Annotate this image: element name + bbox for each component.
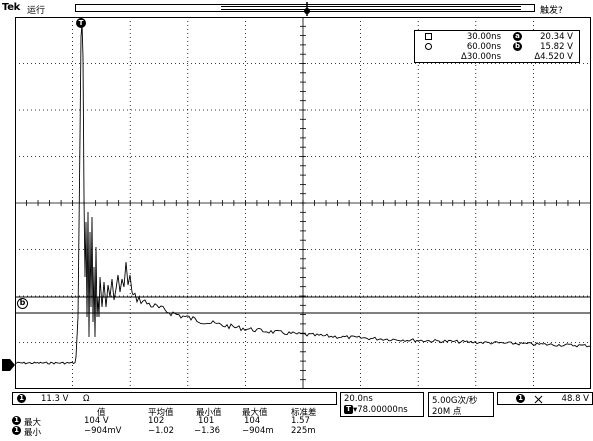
meas-value: 104 V [84, 416, 109, 426]
sample-rate: 5.00G次/秒 [432, 396, 478, 406]
status-bar: Tek 运行 触发? [0, 0, 593, 16]
channel-1-ground-marker[interactable] [2, 359, 15, 371]
horizontal-position: ▾78.00000ns [353, 405, 408, 415]
meas-mean: 102 [148, 416, 165, 426]
meas-name: 最小 [24, 428, 42, 438]
measurement-table[interactable]: 值 平均值 最小值 最大值 标准差 1 最大 104 V 102 101 104… [0, 406, 337, 441]
acquisition-status[interactable]: 运行 [27, 6, 46, 16]
trigger-channel-badge: 1 [516, 394, 525, 403]
meas-mean: −1.02 [148, 426, 175, 436]
circle-cursor-icon [425, 43, 432, 50]
cursor-row-b: 60.00ns b 15.82 V [415, 42, 579, 52]
record-view-window[interactable] [221, 6, 521, 10]
cursor-time: 30.00ns [466, 32, 501, 42]
horizontal-timebase-box[interactable]: 20.0ns T ▾78.00000ns [340, 392, 424, 417]
trigger-settings-box[interactable]: 1 48.8 V [497, 392, 593, 405]
trigger-level: 48.8 V [561, 394, 589, 404]
cursor-readout: 30.00ns a 20.34 V 60.00ns b 15.82 V Δ30.… [414, 30, 580, 63]
trigger-status: 触发? [540, 6, 563, 16]
graticule-grid [15, 17, 591, 389]
meas-min: −1.36 [194, 426, 221, 436]
meas-value: −904mV [84, 426, 122, 436]
cursor-value: 15.82 V [540, 42, 573, 52]
meas-max: −904m [242, 426, 274, 436]
channel-1-badge: 1 [12, 426, 21, 435]
cursor-delta-value: Δ4.520 V [534, 52, 573, 62]
trigger-position-badge: T [344, 405, 353, 414]
acquisition-rate-box[interactable]: 5.00G次/秒 20M 点 [428, 392, 494, 417]
cursor-row-delta: Δ30.00ns Δ4.520 V [415, 52, 579, 62]
input-impedance: Ω [83, 394, 90, 404]
channel-1-badge: 1 [12, 416, 21, 425]
horizontal-scale: 20.0ns [344, 394, 373, 404]
meas-header-max: 最大值 [242, 408, 268, 418]
record-length: 20M 点 [432, 407, 462, 417]
meas-min: 101 [198, 416, 215, 426]
meas-max: 104 [244, 416, 261, 426]
rising-edge-icon [534, 395, 543, 404]
cursor-time: 60.00ns [466, 42, 501, 52]
meas-header-mean: 平均值 [148, 408, 174, 418]
meas-stddev: 225m [291, 426, 316, 436]
meas-header-stddev: 标准差 [291, 408, 317, 418]
meas-stddev: 1.57 [291, 416, 310, 426]
square-cursor-icon [425, 33, 432, 40]
trigger-time-marker[interactable]: T [76, 18, 86, 28]
cursor-row-a: 30.00ns a 20.34 V [415, 32, 579, 42]
meas-header-min: 最小值 [196, 408, 222, 418]
bottom-panel: 1 11.3 V Ω 值 平均值 最小值 最大值 标准差 1 最大 104 V … [0, 392, 593, 441]
cursor-b-badge: b [513, 42, 522, 51]
channel-1-badge: 1 [17, 394, 26, 403]
cursor-a-badge: a [513, 32, 522, 41]
channel-1-scale-box[interactable]: 1 11.3 V Ω [12, 392, 337, 405]
vertical-scale: 11.3 V [41, 394, 69, 404]
meas-header-value: 值 [97, 408, 106, 418]
brand-logo: Tek [2, 2, 21, 13]
channel-1-trace [15, 22, 591, 365]
waveform-display[interactable] [15, 17, 591, 389]
cursor-delta-time: Δ30.00ns [461, 52, 501, 62]
cursor-value: 20.34 V [540, 32, 573, 42]
trigger-position-icon [304, 2, 310, 16]
meas-name: 最大 [24, 418, 42, 428]
reference-level-marker[interactable]: b [17, 298, 28, 309]
